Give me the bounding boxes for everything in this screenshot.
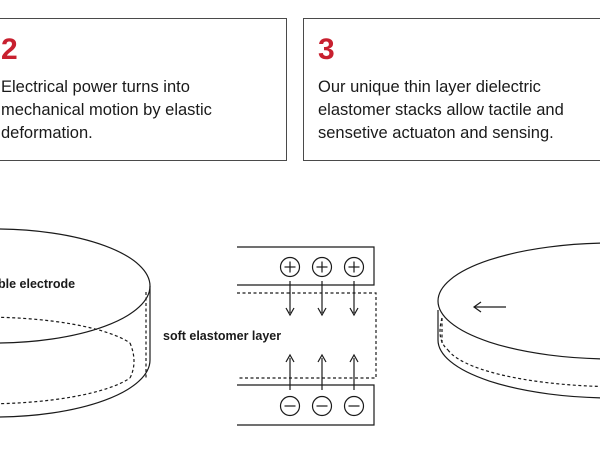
step-card-2: 2 Electrical power turns into mechanical… <box>0 18 287 161</box>
top-electrode-plate <box>237 246 375 286</box>
left-cylinder-inner-rim <box>129 342 135 379</box>
expansion-arrow <box>472 301 506 313</box>
step-description: Our unique thin layer dielectric elastom… <box>318 78 564 142</box>
up-arrow <box>317 353 327 390</box>
electrode-label: ble electrode <box>0 277 75 291</box>
bottom-electrode-plate <box>237 384 375 426</box>
right-cylinder-inner-bottom <box>447 349 600 388</box>
left-cylinder-inner-bottom <box>0 377 131 405</box>
elastomer-region <box>237 292 377 379</box>
plus-charge <box>311 256 333 278</box>
left-cylinder-inner-top <box>0 316 131 344</box>
plus-charge <box>343 256 365 278</box>
right-cylinder <box>437 242 600 399</box>
down-arrow <box>285 281 295 317</box>
right-cylinder-inner-rim <box>439 317 449 351</box>
step-number: 2 <box>1 33 18 66</box>
up-arrow <box>285 353 295 390</box>
minus-charge <box>311 395 333 417</box>
elastomer-label: soft elastomer layer <box>163 329 281 343</box>
down-arrow <box>317 281 327 317</box>
right-cylinder-bottom <box>437 310 600 399</box>
cross-section <box>237 246 377 426</box>
left-cylinder-bottom <box>0 359 151 418</box>
plus-charge <box>279 256 301 278</box>
step-number: 3 <box>318 33 335 66</box>
up-arrow <box>349 353 359 390</box>
step-description: Electrical power turns into mechanical m… <box>1 78 212 142</box>
right-cylinder-top <box>437 242 600 360</box>
minus-charge <box>279 395 301 417</box>
minus-charge <box>343 395 365 417</box>
step-card-3: 3 Our unique thin layer dielectric elast… <box>303 18 600 161</box>
down-arrow <box>349 281 359 317</box>
left-cylinder <box>0 228 151 418</box>
